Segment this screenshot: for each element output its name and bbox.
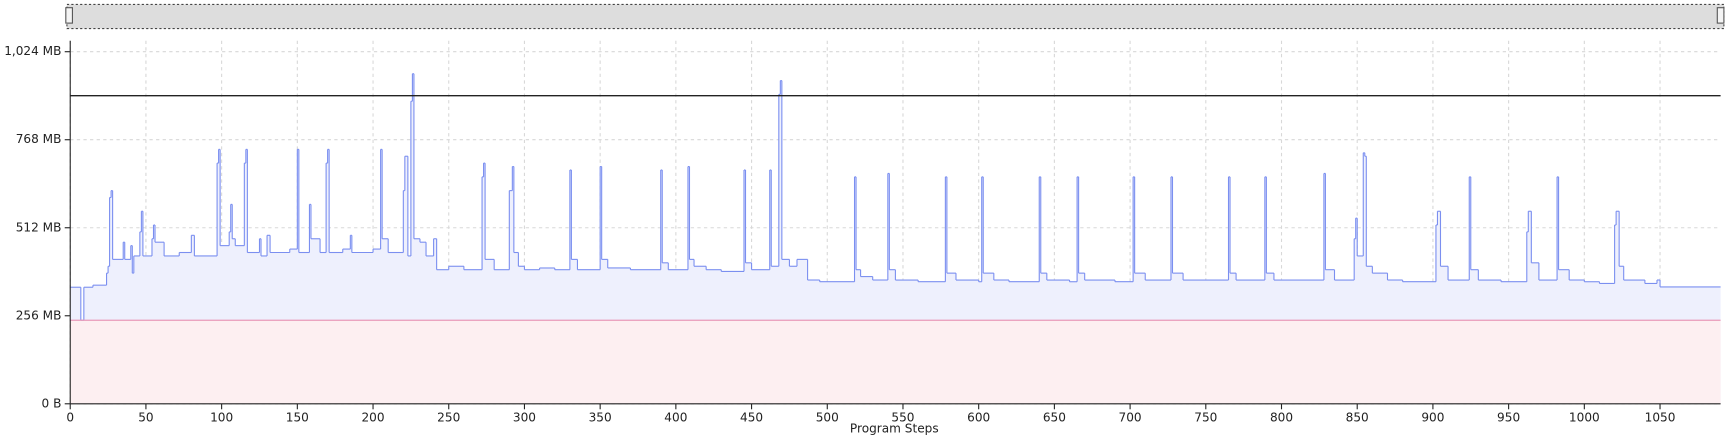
x-tick-label: 400 bbox=[664, 411, 687, 425]
x-tick-label: 900 bbox=[1421, 411, 1444, 425]
y-tick-label: 768 MB bbox=[16, 132, 62, 146]
x-axis-title: Program Steps bbox=[850, 422, 939, 436]
x-tick-label: 150 bbox=[286, 411, 309, 425]
x-tick-label: 950 bbox=[1497, 411, 1520, 425]
x-tick-label: 550 bbox=[891, 411, 914, 425]
x-tick-label: 850 bbox=[1346, 411, 1369, 425]
x-tick-label: 650 bbox=[1043, 411, 1066, 425]
x-tick-label: 1000 bbox=[1569, 411, 1600, 425]
brush-handle-right[interactable] bbox=[1716, 7, 1725, 24]
y-tick-label: 0 B bbox=[42, 396, 62, 410]
x-tick-label: 0 bbox=[66, 411, 74, 425]
x-tick-label: 1050 bbox=[1645, 411, 1676, 425]
x-tick-label: 600 bbox=[967, 411, 990, 425]
x-tick-label: 450 bbox=[740, 411, 763, 425]
x-tick-label: 100 bbox=[210, 411, 233, 425]
x-tick-label: 300 bbox=[513, 411, 536, 425]
x-tick-label: 750 bbox=[1194, 411, 1217, 425]
y-tick-label: 512 MB bbox=[16, 220, 62, 234]
x-tick-label: 800 bbox=[1270, 411, 1293, 425]
reference-band bbox=[70, 320, 1721, 404]
range-brush[interactable] bbox=[66, 3, 1725, 30]
y-tick-label: 256 MB bbox=[16, 308, 62, 322]
x-tick-label: 500 bbox=[816, 411, 839, 425]
x-tick-label: 200 bbox=[361, 411, 384, 425]
x-tick-label: 250 bbox=[437, 411, 460, 425]
x-tick-label: 350 bbox=[589, 411, 612, 425]
y-tick-label: 1,024 MB bbox=[4, 44, 61, 58]
brush-handle-left[interactable] bbox=[65, 7, 73, 24]
x-tick-label: 50 bbox=[138, 411, 153, 425]
x-tick-label: 700 bbox=[1119, 411, 1142, 425]
